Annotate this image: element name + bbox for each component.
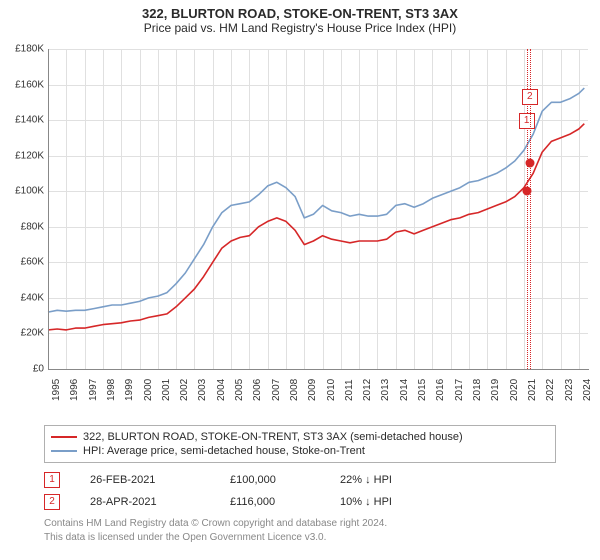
x-axis-label: 2024 — [582, 379, 593, 401]
legend-swatch — [51, 450, 77, 453]
x-axis-label: 2006 — [252, 379, 263, 401]
chart-subtitle: Price paid vs. HM Land Registry's House … — [0, 21, 600, 39]
x-axis-label: 2009 — [307, 379, 318, 401]
y-axis-label: £100K — [15, 186, 44, 197]
sale-marker-badge: 1 — [519, 113, 535, 129]
sale-index-badge: 1 — [44, 472, 60, 488]
x-axis-label: 2019 — [490, 379, 501, 401]
x-axis-label: 1995 — [51, 379, 62, 401]
legend-swatch — [51, 436, 77, 439]
x-axis-label: 2001 — [161, 379, 172, 401]
y-axis-label: £20K — [21, 328, 44, 339]
legend-label: 322, BLURTON ROAD, STOKE-ON-TRENT, ST3 3… — [83, 431, 463, 443]
x-axis-label: 1999 — [124, 379, 135, 401]
sale-diff: 22% ↓ HPI — [340, 474, 440, 486]
sales-row: 2 28-APR-2021 £116,000 10% ↓ HPI — [44, 491, 556, 513]
footnote-line: Contains HM Land Registry data © Crown c… — [44, 518, 387, 529]
gridline-h — [48, 369, 588, 370]
x-axis-label: 2015 — [417, 379, 428, 401]
plot-region: 12 — [48, 49, 588, 369]
series-line-hpi — [48, 88, 584, 312]
x-axis-label: 1997 — [88, 379, 99, 401]
sale-date: 28-APR-2021 — [90, 496, 200, 508]
x-axis-label: 1998 — [106, 379, 117, 401]
chart-card: 322, BLURTON ROAD, STOKE-ON-TRENT, ST3 3… — [0, 0, 600, 544]
x-axis-label: 1996 — [69, 379, 80, 401]
x-axis-label: 2018 — [472, 379, 483, 401]
legend-label: HPI: Average price, semi-detached house,… — [83, 445, 365, 457]
x-axis-label: 2016 — [435, 379, 446, 401]
y-axis-label: £140K — [15, 115, 44, 126]
footnote: Contains HM Land Registry data © Crown c… — [44, 517, 556, 544]
series-line-price_paid — [48, 124, 584, 330]
series-svg — [48, 49, 588, 369]
x-axis-label: 2003 — [197, 379, 208, 401]
sale-price: £116,000 — [230, 496, 310, 508]
x-axis-label: 2005 — [234, 379, 245, 401]
y-axis-label: £80K — [21, 221, 44, 232]
x-axis-label: 2014 — [399, 379, 410, 401]
sale-date: 26-FEB-2021 — [90, 474, 200, 486]
x-axis-label: 2011 — [344, 379, 355, 401]
x-axis-label: 2022 — [545, 379, 556, 401]
sale-diff: 10% ↓ HPI — [340, 496, 440, 508]
x-axis-label: 2000 — [143, 379, 154, 401]
x-axis-label: 2004 — [216, 379, 227, 401]
legend-row-price-paid: 322, BLURTON ROAD, STOKE-ON-TRENT, ST3 3… — [51, 430, 549, 444]
footnote-line: This data is licensed under the Open Gov… — [44, 532, 326, 543]
y-axis-label: £180K — [15, 44, 44, 55]
y-axis-label: £60K — [21, 257, 44, 268]
sale-marker-badge: 2 — [522, 89, 538, 105]
x-axis-label: 2020 — [509, 379, 520, 401]
x-axis-label: 2010 — [326, 379, 337, 401]
chart-area: 12 £0£20K£40K£60K£80K£100K£120K£140K£160… — [0, 39, 600, 419]
x-axis-label: 2023 — [564, 379, 575, 401]
x-axis-label: 2008 — [289, 379, 300, 401]
y-axis-label: £0 — [33, 364, 44, 375]
sale-index-badge: 2 — [44, 494, 60, 510]
x-axis-label: 2002 — [179, 379, 190, 401]
y-axis-label: £160K — [15, 79, 44, 90]
x-axis-label: 2007 — [271, 379, 282, 401]
y-axis-label: £40K — [21, 292, 44, 303]
x-axis-label: 2017 — [454, 379, 465, 401]
x-axis-label: 2012 — [362, 379, 373, 401]
sales-table: 1 26-FEB-2021 £100,000 22% ↓ HPI 2 28-AP… — [44, 469, 556, 513]
y-axis-label: £120K — [15, 150, 44, 161]
legend-row-hpi: HPI: Average price, semi-detached house,… — [51, 444, 549, 458]
x-axis-label: 2013 — [380, 379, 391, 401]
chart-title: 322, BLURTON ROAD, STOKE-ON-TRENT, ST3 3… — [0, 0, 600, 21]
legend: 322, BLURTON ROAD, STOKE-ON-TRENT, ST3 3… — [44, 425, 556, 463]
sales-row: 1 26-FEB-2021 £100,000 22% ↓ HPI — [44, 469, 556, 491]
x-axis-label: 2021 — [527, 379, 538, 401]
sale-price: £100,000 — [230, 474, 310, 486]
